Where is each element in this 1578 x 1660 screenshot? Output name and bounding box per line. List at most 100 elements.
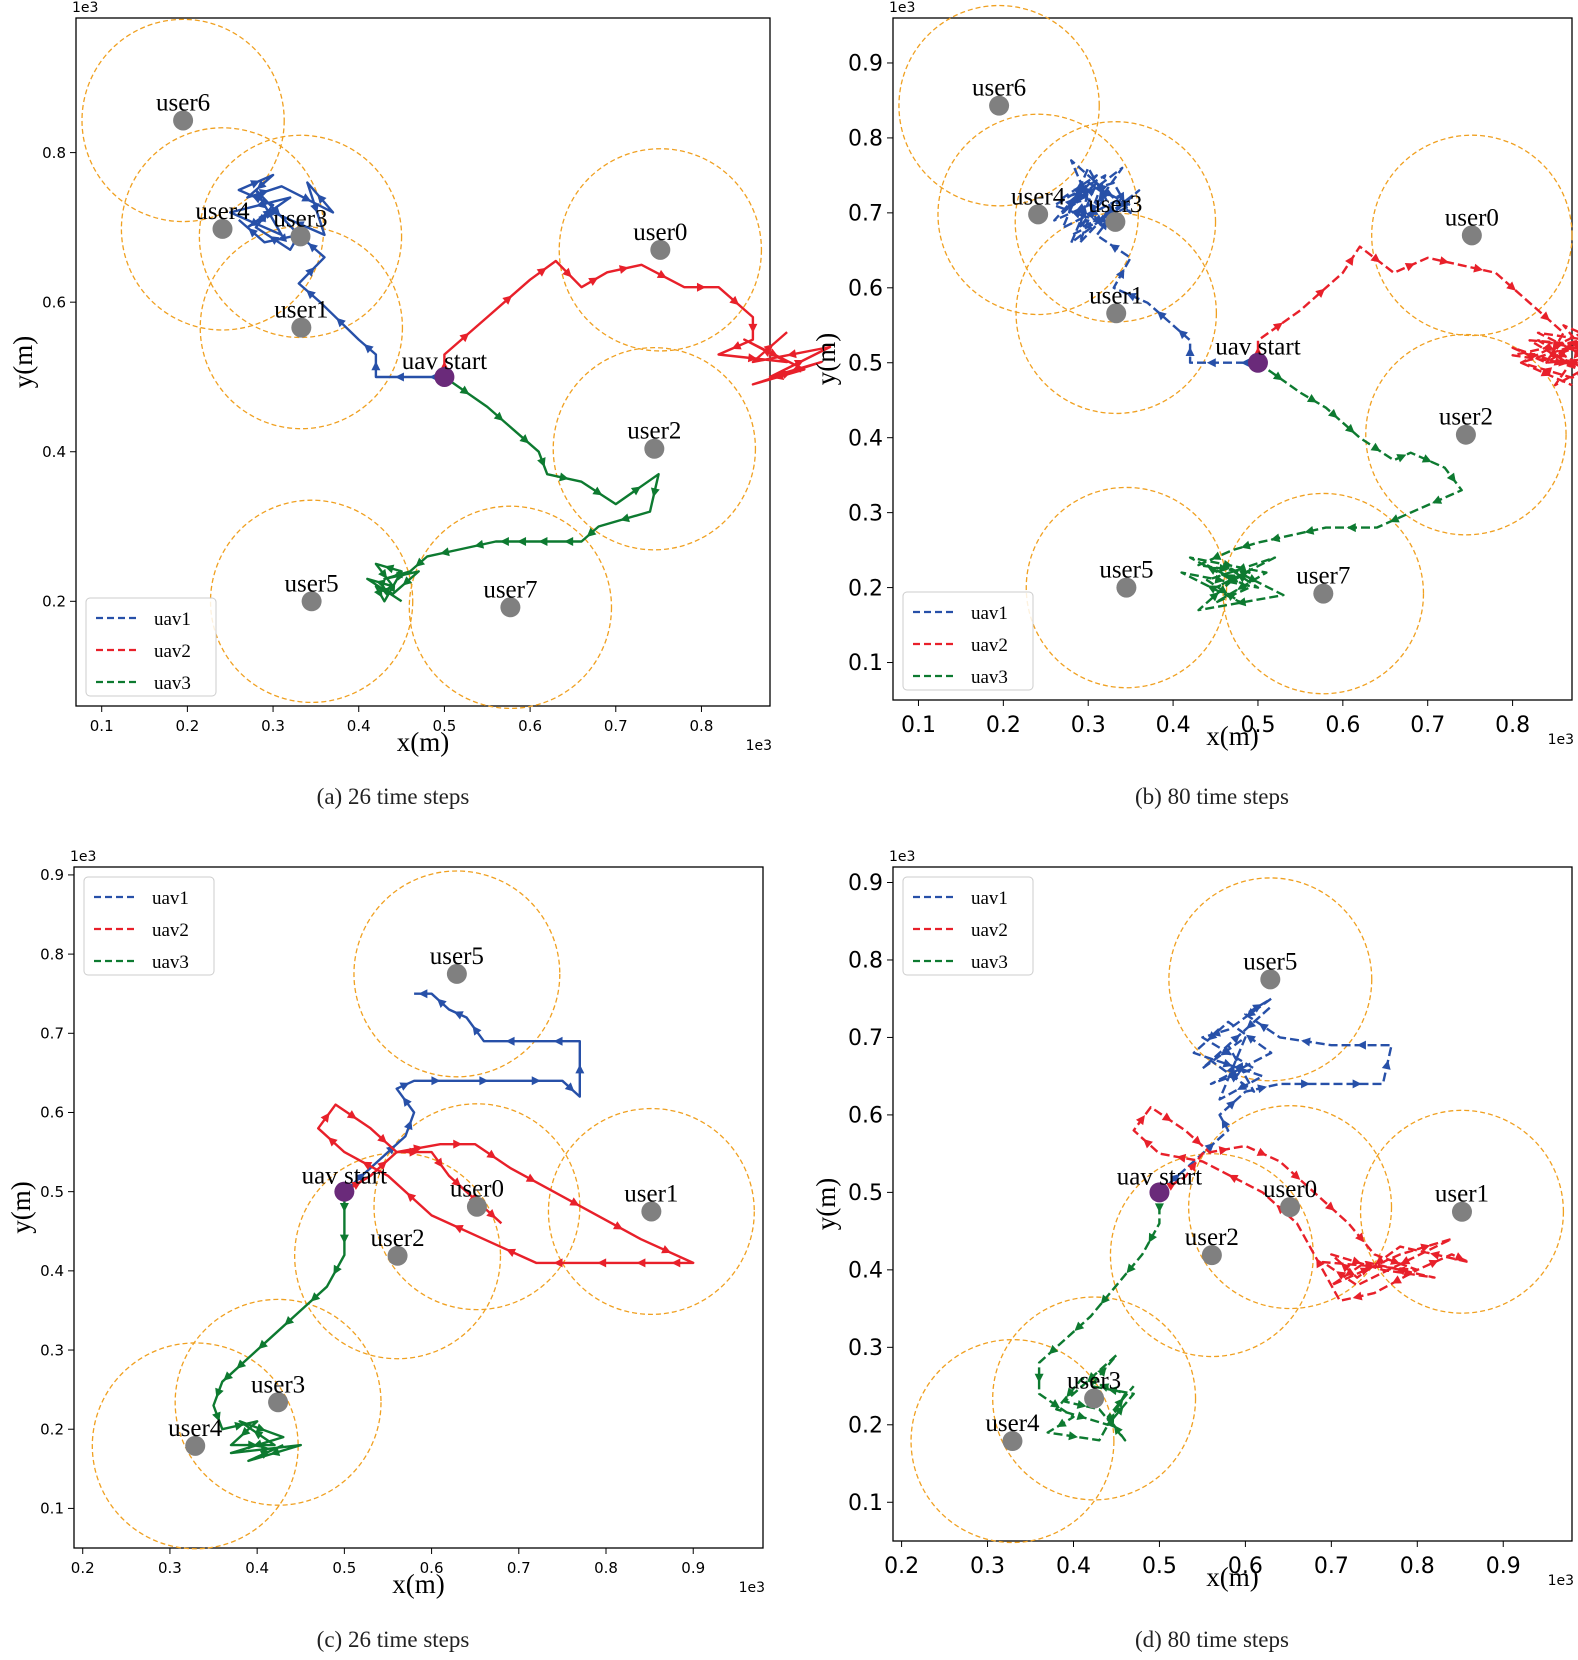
panel-b-arrow-uav3 bbox=[1214, 574, 1225, 584]
panel-c-arrow-uav3 bbox=[310, 1292, 321, 1302]
panel-b-arrow-uav2 bbox=[1345, 255, 1354, 266]
panel-a-arrow-uav2 bbox=[536, 267, 547, 277]
panel-b-arrow-uav3 bbox=[1237, 573, 1248, 583]
panel-a-arrow-uav3 bbox=[586, 527, 597, 537]
panel-c-xtick-label: 0.4 bbox=[245, 1559, 269, 1577]
panel-d-user-marker bbox=[1260, 969, 1281, 990]
panel-c-arrow-uav3 bbox=[258, 1339, 268, 1350]
panel-d-arrow-uav2 bbox=[1161, 1112, 1172, 1122]
panel-a-arrow-uav2 bbox=[774, 371, 785, 381]
panel-d-arrow-uav2 bbox=[1344, 1267, 1355, 1277]
panel-d-arrow-uav3 bbox=[1100, 1294, 1110, 1305]
panel-b-arrow-uav1 bbox=[1116, 268, 1125, 279]
panel-d-xtick-label: 0.8 bbox=[1400, 1554, 1435, 1579]
panel-d-arrow-uav1 bbox=[1301, 1079, 1311, 1089]
panel-a-y-axis-label: y(m) bbox=[8, 336, 38, 388]
panel-b-arrow-uav3 bbox=[1226, 592, 1237, 602]
panel-a-arrow-uav3 bbox=[592, 486, 603, 496]
panel-b-arrow-uav2 bbox=[1540, 368, 1551, 377]
panel-b-x-exponent: 1e3 bbox=[1548, 732, 1574, 748]
panel-b-arrow-uav3 bbox=[1209, 592, 1219, 602]
panel-d-xtick-label: 0.9 bbox=[1486, 1554, 1521, 1579]
panel-b-ytick-label: 0.4 bbox=[848, 426, 883, 451]
panel-d-arrow-uav3 bbox=[1107, 1386, 1118, 1396]
panel-a-arrow-uav3 bbox=[396, 571, 406, 581]
panel-a-arrow-uav3 bbox=[564, 536, 574, 546]
panel-a-arrow-uav2 bbox=[787, 349, 797, 359]
panel-a-coverage-circle bbox=[81, 18, 285, 223]
panel-d-ytick-label: 0.3 bbox=[848, 1336, 883, 1361]
panel-c-arrow-uav1 bbox=[453, 1011, 464, 1020]
panel-b-ytick-label: 0.9 bbox=[848, 52, 883, 77]
panel-d-arrow-uav3 bbox=[1099, 1383, 1110, 1392]
panel-a-arrow-uav2 bbox=[459, 332, 470, 343]
panel-c-user-label: user4 bbox=[168, 1415, 223, 1442]
panel-b-arrow-uav3 bbox=[1239, 570, 1250, 579]
panel-c-legend-label-uav3: uav3 bbox=[152, 952, 189, 973]
panel-c-arrow-uav2 bbox=[453, 1139, 463, 1149]
panel-a-arrow-uav1 bbox=[255, 199, 266, 209]
panel-d-arrow-uav1 bbox=[1301, 1037, 1311, 1047]
panel-d-arrow-uav1 bbox=[1356, 1040, 1366, 1050]
panel-b-coverage-circle bbox=[1371, 134, 1573, 337]
panel-b-frame bbox=[892, 17, 1573, 701]
panel-d-arrow-uav2 bbox=[1324, 1201, 1335, 1211]
panel-d-arrow-uav2 bbox=[1428, 1259, 1439, 1269]
panel-b-user-label: user2 bbox=[1439, 404, 1493, 431]
panel-a-x-exponent: 1e3 bbox=[746, 738, 772, 754]
panel-d-ytick-label: 0.5 bbox=[848, 1181, 883, 1206]
panel-c-arrow-uav1 bbox=[479, 1076, 489, 1086]
panel-c-xtick-label: 0.6 bbox=[420, 1559, 444, 1577]
panel-b-arrow-uav3 bbox=[1396, 454, 1407, 463]
panel-d-arrow-uav2 bbox=[1430, 1250, 1440, 1260]
panel-a-arrow-uav1 bbox=[363, 344, 374, 354]
panel-b-xtick-label: 0.4 bbox=[1156, 713, 1191, 738]
panel-c-arrow-uav2 bbox=[553, 1258, 563, 1268]
panel-d-arrow-uav3 bbox=[1113, 1425, 1123, 1435]
panel-d-arrow-uav2 bbox=[1218, 1146, 1229, 1155]
panel-c-start-label: uav start bbox=[302, 1163, 387, 1190]
panel-b-ytick-label: 0.3 bbox=[848, 501, 883, 526]
panel-d-start-marker bbox=[1149, 1182, 1170, 1203]
panel-c-user-label: user3 bbox=[251, 1371, 305, 1398]
panel-b-legend-label-uav1: uav1 bbox=[971, 603, 1008, 624]
panel-b-arrow-uav3 bbox=[1327, 408, 1338, 419]
panel-a-user-label: user4 bbox=[195, 198, 250, 225]
panel-d-legend-label-uav2: uav2 bbox=[971, 920, 1008, 941]
panel-a-ytick-label: 0.2 bbox=[42, 593, 66, 611]
panel-b-arrow-uav2 bbox=[1315, 288, 1325, 298]
panel-d-arrow-uav2 bbox=[1351, 1256, 1362, 1266]
panel-a-arrow-uav2 bbox=[747, 353, 758, 363]
panel-d-arrow-uav3 bbox=[1154, 1203, 1164, 1213]
panel-d-ytick-label: 0.6 bbox=[848, 1104, 883, 1129]
panel-b-user-label: user7 bbox=[1296, 563, 1350, 590]
panel-b-arrow-uav1 bbox=[1206, 358, 1216, 368]
panel-d-user-marker bbox=[1002, 1431, 1023, 1452]
panel-c-arrow-uav3 bbox=[333, 1264, 342, 1275]
panel-a-user-marker bbox=[291, 317, 312, 338]
panel-b-arrow-uav3 bbox=[1304, 526, 1315, 535]
panel-a-arrow-uav2 bbox=[793, 359, 805, 369]
panel-d-arrow-uav2 bbox=[1228, 1174, 1239, 1183]
panel-a-arrow-uav3 bbox=[650, 487, 660, 498]
panel-d-xtick-label: 0.7 bbox=[1314, 1554, 1349, 1579]
panel-b-coverage-circle bbox=[1365, 333, 1567, 536]
panel-c-arrow-uav2 bbox=[486, 1209, 496, 1219]
panel-c-coverage-circle bbox=[547, 1107, 755, 1316]
panel-b-arrow-uav3 bbox=[1346, 523, 1356, 533]
panel-b-xtick-label: 0.3 bbox=[1071, 713, 1106, 738]
panel-c-legend-box bbox=[83, 876, 215, 976]
panel-b-arrow-uav2 bbox=[1548, 349, 1559, 358]
panel-a-user-marker bbox=[301, 591, 322, 612]
panel-a-arrow-uav2 bbox=[763, 344, 774, 354]
panel-d-user-label: user4 bbox=[985, 1410, 1040, 1437]
panel-c-arrow-uav2 bbox=[612, 1221, 624, 1230]
panel-c-ytick-label: 0.2 bbox=[40, 1420, 64, 1438]
panel-b-arrow-uav2 bbox=[1573, 348, 1578, 359]
panel-a-x-axis-label: x(m) bbox=[397, 727, 449, 757]
panel-b-arrow-uav1 bbox=[1094, 184, 1104, 195]
panel-d-ytick-label: 0.2 bbox=[848, 1413, 883, 1438]
panel-b-arrow-uav3 bbox=[1217, 585, 1228, 594]
panel-d-arrow-uav1 bbox=[1207, 1031, 1218, 1041]
panel-d-arrow-uav1 bbox=[1170, 1173, 1180, 1184]
